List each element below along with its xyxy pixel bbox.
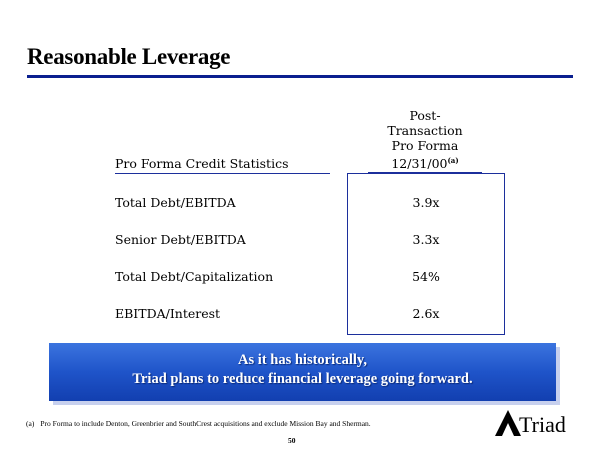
header-line: Pro Forma — [391, 138, 459, 153]
row-label: Senior Debt/EBITDA — [115, 232, 246, 247]
triangle-logo-icon — [495, 410, 521, 436]
header-date: 12/31/00 — [391, 156, 448, 172]
footnote-marker: (a) — [26, 419, 35, 428]
footnote: (a) Pro Forma to include Denton, Greenbri… — [26, 419, 371, 428]
banner-line: As it has historically, — [238, 352, 367, 368]
header-line: Post- — [409, 108, 441, 123]
triad-logo: Triad — [495, 410, 566, 437]
footnote-text: Pro Forma to include Denton, Greenbrier … — [40, 419, 371, 428]
row-value: 3.9x — [412, 195, 440, 210]
row-value: 2.6x — [412, 306, 440, 321]
row-value: 3.3x — [412, 232, 440, 247]
table-row: Total Debt/EBITDA 3.9x — [115, 195, 505, 215]
table-header-statistics: Pro Forma Credit Statistics — [115, 156, 330, 174]
callout-banner: As it has historically, Triad plans to r… — [49, 343, 556, 401]
logo-wordmark: Triad — [519, 412, 566, 437]
title-divider — [27, 75, 573, 78]
table-row: Senior Debt/EBITDA 3.3x — [115, 232, 505, 252]
row-label: Total Debt/EBITDA — [115, 195, 236, 210]
footnote-reference: (a) — [447, 156, 459, 165]
row-label: EBITDA/Interest — [115, 306, 221, 321]
page-title: Reasonable Leverage — [27, 44, 231, 69]
value-column-box — [347, 173, 505, 335]
row-label: Total Debt/Capitalization — [115, 269, 274, 284]
table-header-pro-forma: Post- Transaction Pro Forma 12/31/00(a) — [368, 108, 482, 174]
row-value: 54% — [412, 269, 440, 284]
header-line: 12/31/00(a) — [368, 153, 482, 171]
header-line: Transaction — [387, 123, 463, 138]
table-row: EBITDA/Interest 2.6x — [115, 306, 505, 326]
banner-line: Triad plans to reduce financial leverage… — [132, 371, 473, 387]
table-row: Total Debt/Capitalization 54% — [115, 269, 505, 289]
page-number: 50 — [288, 436, 296, 445]
